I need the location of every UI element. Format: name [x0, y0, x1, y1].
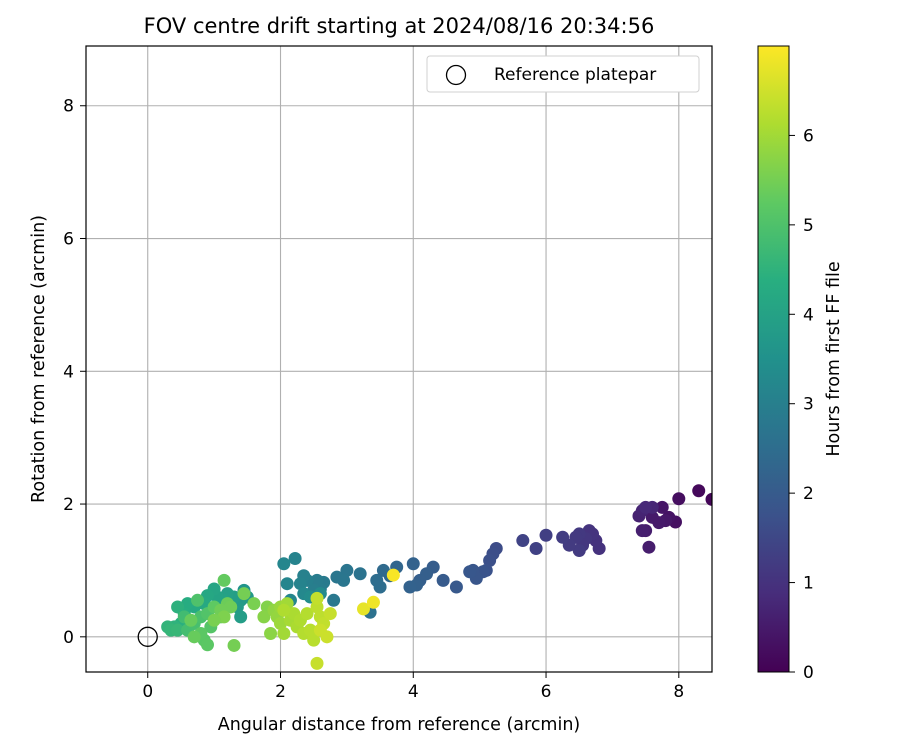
- data-point: [572, 544, 586, 558]
- data-point: [277, 557, 291, 571]
- data-point: [310, 656, 324, 670]
- y-tick-label: 2: [63, 495, 74, 515]
- colorbar-tick-label: 2: [803, 484, 814, 504]
- data-point: [293, 577, 307, 591]
- y-tick-label: 8: [63, 97, 74, 117]
- data-point: [639, 500, 653, 514]
- data-point: [224, 600, 238, 614]
- y-tick-label: 4: [63, 362, 74, 382]
- data-point: [340, 563, 354, 577]
- data-point: [307, 633, 321, 647]
- data-point: [356, 602, 370, 616]
- data-point: [257, 610, 271, 624]
- data-point: [463, 565, 477, 579]
- data-point: [672, 492, 686, 506]
- data-point: [313, 623, 327, 637]
- colorbar-gradient: [757, 45, 790, 673]
- data-point: [274, 617, 288, 631]
- y-axis-label: Rotation from reference (arcmin): [29, 215, 49, 503]
- plot-frame: [85, 45, 713, 673]
- data-point: [187, 630, 201, 644]
- data-point: [529, 542, 543, 556]
- data-point: [184, 613, 198, 627]
- data-point: [436, 573, 450, 587]
- data-point: [539, 528, 553, 542]
- data-point: [217, 610, 231, 624]
- reference-marker: [137, 626, 158, 647]
- x-axis-ticks: 0 2 4 6 8: [142, 672, 684, 702]
- data-point: [200, 638, 214, 652]
- data-point: [303, 623, 317, 637]
- x-tick-label: 6: [541, 682, 552, 702]
- data-point: [705, 492, 712, 506]
- data-point: [556, 530, 570, 544]
- data-point: [692, 484, 706, 498]
- data-point: [247, 597, 261, 611]
- colorbar-tick-label: 0: [803, 663, 814, 683]
- colorbar: 0 1 2 3 4 5 6 Hours from first FF file: [757, 45, 844, 683]
- data-points: [161, 484, 712, 670]
- data-point: [353, 567, 367, 581]
- colorbar-tick-label: 6: [803, 126, 814, 146]
- data-point: [642, 540, 656, 554]
- data-point: [406, 557, 420, 571]
- data-point: [449, 580, 463, 594]
- data-point: [516, 534, 530, 548]
- data-point: [366, 595, 380, 609]
- x-tick-label: 4: [408, 682, 419, 702]
- data-point: [323, 607, 337, 621]
- y-tick-label: 0: [63, 628, 74, 648]
- data-point: [280, 577, 294, 591]
- data-point: [171, 623, 185, 637]
- data-point: [386, 568, 400, 582]
- data-point: [237, 587, 251, 601]
- data-point: [191, 593, 205, 607]
- data-point: [207, 613, 221, 627]
- colorbar-tick-label: 4: [803, 305, 814, 325]
- data-point: [483, 553, 497, 567]
- x-tick-label: 0: [142, 682, 153, 702]
- colorbar-tick-label: 5: [803, 216, 814, 236]
- data-point: [330, 570, 344, 584]
- data-point: [300, 607, 314, 621]
- data-point: [370, 573, 384, 587]
- data-point: [645, 510, 659, 524]
- chart-title: FOV centre drift starting at 2024/08/16 …: [144, 14, 655, 38]
- x-tick-label: 2: [275, 682, 286, 702]
- data-point: [310, 573, 324, 587]
- y-tick-label: 6: [63, 230, 74, 250]
- legend-marker-icon: [445, 64, 467, 86]
- data-point: [403, 580, 417, 594]
- legend: Reference platepar: [426, 55, 700, 93]
- colorbar-tick-label: 3: [803, 395, 814, 415]
- data-point: [217, 573, 231, 587]
- x-tick-label: 8: [673, 682, 684, 702]
- data-point: [277, 626, 291, 640]
- data-point: [327, 593, 341, 607]
- data-point: [171, 600, 185, 614]
- data-point: [376, 563, 390, 577]
- data-point: [264, 626, 278, 640]
- data-point: [234, 610, 248, 624]
- legend-entry-reference: Reference platepar: [494, 65, 656, 85]
- data-point: [288, 551, 302, 565]
- x-axis-label: Angular distance from reference (arcmin): [218, 715, 581, 735]
- colorbar-tick-label: 1: [803, 574, 814, 594]
- data-point: [655, 500, 669, 514]
- colorbar-label: Hours from first FF file: [824, 261, 844, 456]
- colorbar-ticks: 0 1 2 3 4 5 6: [789, 126, 814, 683]
- data-point: [310, 591, 324, 605]
- data-point: [635, 524, 649, 538]
- legend-box: [426, 55, 700, 93]
- data-point: [227, 638, 241, 652]
- data-point: [181, 597, 195, 611]
- y-axis-ticks: 0 2 4 6 8: [63, 97, 86, 648]
- data-point: [277, 603, 291, 617]
- reference-point: [137, 626, 158, 647]
